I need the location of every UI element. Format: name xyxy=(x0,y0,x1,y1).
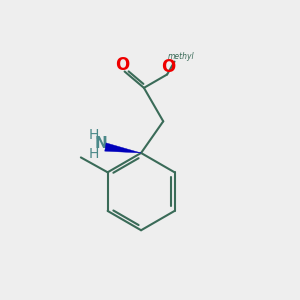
Text: O: O xyxy=(115,56,129,74)
Text: H: H xyxy=(89,148,99,161)
Text: O: O xyxy=(161,58,176,76)
Text: N: N xyxy=(94,136,107,151)
Text: methyl: methyl xyxy=(168,52,194,61)
Polygon shape xyxy=(105,143,141,153)
Text: H: H xyxy=(89,128,99,142)
